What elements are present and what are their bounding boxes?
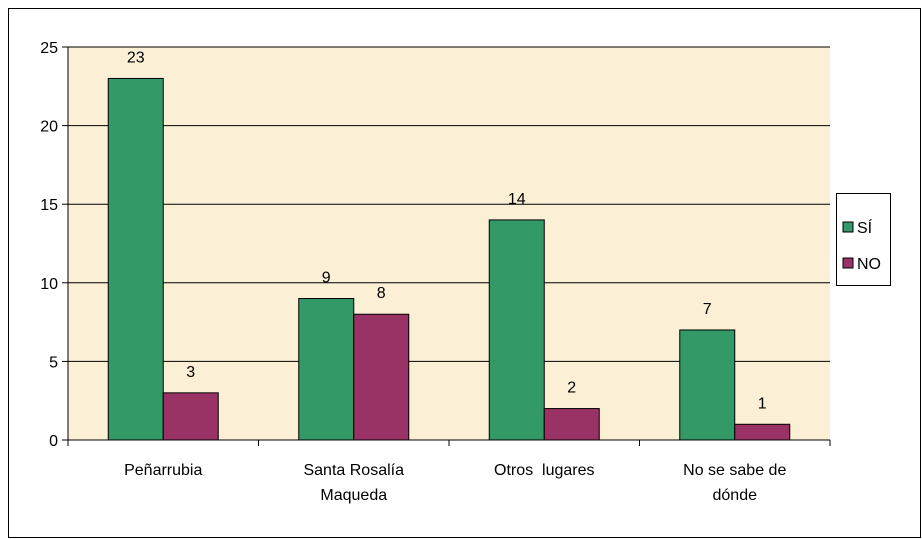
bar [734,423,791,441]
y-tick-label: 5 [49,354,58,371]
data-label: 1 [758,395,767,412]
y-tick-label: 20 [40,119,58,136]
bar [107,77,164,441]
legend-swatch [842,221,854,233]
bar [488,219,545,441]
data-label: 23 [127,49,145,66]
x-tick-label: Santa Rosalía Maqueda [303,462,409,504]
y-tick-label: 25 [40,40,58,57]
bar [353,313,410,441]
y-tick-label: 10 [40,276,58,293]
legend-label: NO [857,256,881,273]
data-label: 7 [703,301,712,318]
bar [543,408,600,441]
data-label: 8 [377,285,386,302]
x-tick-label: No se sabe de dónde [683,462,791,504]
data-label: 14 [508,191,526,208]
x-tick-label: Peñarrubia [124,462,203,479]
y-tick-label: 0 [49,433,58,450]
x-tick-label: Otros lugares [494,462,595,479]
legend-label: SÍ [857,218,873,237]
y-tick-label: 15 [40,197,58,214]
legend-swatch [842,257,854,269]
legend-box [836,193,891,286]
data-label: 9 [322,270,331,287]
bar [298,298,355,441]
data-label: 2 [567,380,576,397]
bar [162,392,219,441]
bar [679,329,736,441]
data-label: 3 [186,364,195,381]
